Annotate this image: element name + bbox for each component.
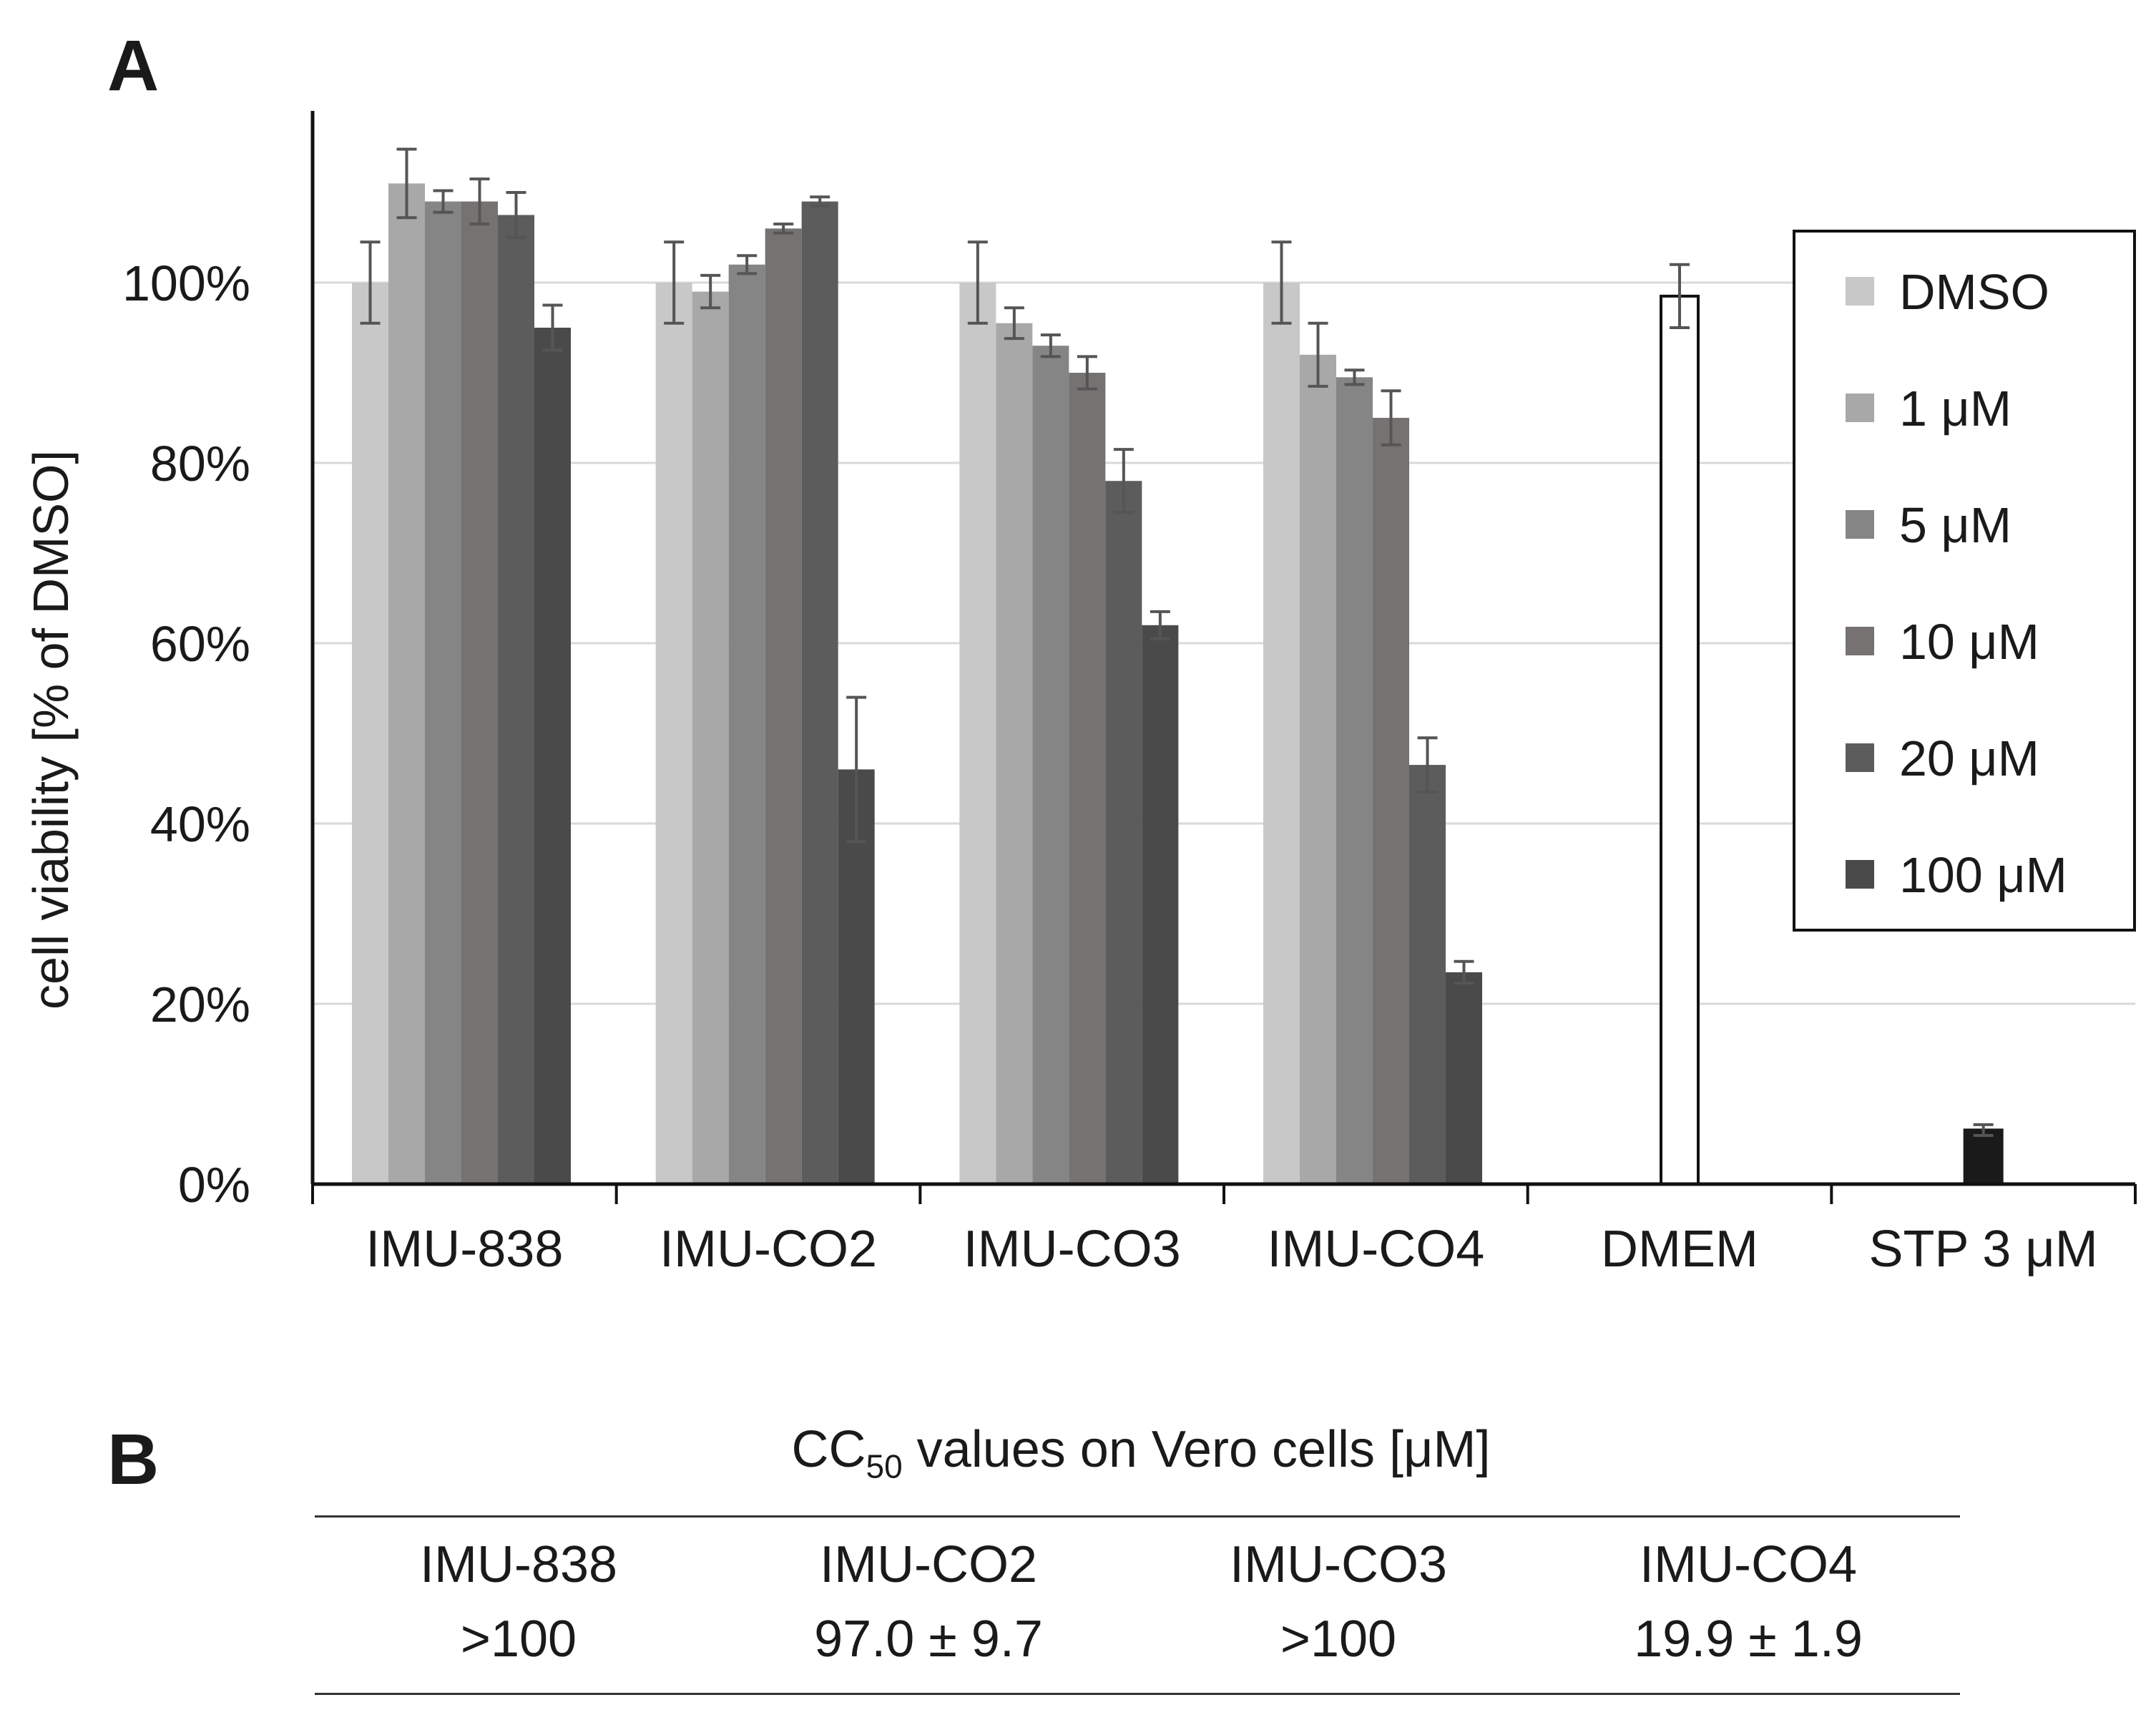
table-top-rule bbox=[315, 1515, 1960, 1518]
bar bbox=[959, 283, 996, 1184]
table-header: IMU-CO4 bbox=[1640, 1536, 1857, 1593]
y-tick-labels: 0% 20% 40% 60% 80% 100% bbox=[122, 255, 250, 1213]
legend-label: DMSO bbox=[1899, 264, 2049, 320]
legend-label: 10 μM bbox=[1899, 614, 2039, 670]
table-bottom-rule bbox=[315, 1693, 1960, 1695]
legend: DMSO 1 μM 5 μM 10 μM 20 μM 100 μM bbox=[1793, 230, 2136, 932]
bar bbox=[1300, 354, 1336, 1184]
bar bbox=[1142, 625, 1179, 1184]
table-value: 97.0 ± 9.7 bbox=[814, 1611, 1043, 1668]
legend-label: 1 μM bbox=[1899, 381, 2012, 436]
y-tick-label: 20% bbox=[150, 977, 250, 1032]
legend-label: 100 μM bbox=[1899, 847, 2067, 903]
legend-label: 5 μM bbox=[1899, 497, 2012, 553]
bar bbox=[534, 328, 571, 1184]
bar bbox=[1373, 418, 1409, 1184]
error-bars bbox=[360, 147, 1994, 1137]
table-column-imu-co4: IMU-CO4 19.9 ± 1.9 bbox=[1548, 1528, 1949, 1676]
bar bbox=[498, 215, 534, 1184]
bar bbox=[352, 283, 388, 1184]
bar bbox=[692, 291, 729, 1185]
viability-chart: 0% 20% 40% 60% 80% 100% IMU-838 IMU-CO2 IMU-CO3… bbox=[23, 111, 2137, 1278]
table-header: IMU-CO2 bbox=[820, 1536, 1037, 1593]
bars bbox=[352, 183, 2004, 1186]
table-value: >100 bbox=[1280, 1611, 1397, 1668]
table-header: IMU-838 bbox=[419, 1536, 618, 1593]
y-axis-label: cell viability [% of DMSO] bbox=[23, 450, 79, 1010]
control-bar bbox=[1660, 294, 1700, 1186]
y-tick-label: 100% bbox=[122, 255, 250, 311]
bar bbox=[655, 283, 692, 1184]
legend-swatch bbox=[1846, 743, 1874, 772]
bar bbox=[1069, 373, 1106, 1184]
panel-a-label: A bbox=[107, 26, 160, 106]
axes bbox=[310, 111, 2137, 1204]
x-tick-label: IMU-CO4 bbox=[1267, 1221, 1484, 1278]
table-value: 19.9 ± 1.9 bbox=[1634, 1611, 1863, 1668]
bar bbox=[1446, 972, 1482, 1184]
table-column-imu-co2: IMU-CO2 97.0 ± 9.7 bbox=[728, 1528, 1129, 1676]
legend-swatch bbox=[1846, 627, 1874, 655]
control-bar bbox=[1963, 1128, 2004, 1186]
table-title: CC50 values on Vero cells [μM] bbox=[322, 1420, 1960, 1485]
x-tick-labels: IMU-838 IMU-CO2 IMU-CO3 IMU-CO4 DMEM STP 3 μM bbox=[366, 1221, 2098, 1278]
legend-swatch bbox=[1846, 277, 1874, 306]
legend-swatch bbox=[1846, 510, 1874, 539]
panel-b-label: B bbox=[107, 1420, 160, 1500]
table-header: IMU-CO3 bbox=[1230, 1536, 1447, 1593]
bar bbox=[801, 201, 838, 1185]
bar bbox=[1032, 346, 1069, 1185]
y-tick-label: 40% bbox=[150, 796, 250, 852]
x-tick-label: IMU-838 bbox=[366, 1221, 563, 1278]
bar bbox=[765, 228, 802, 1184]
table-title-subscript: 50 bbox=[866, 1447, 903, 1485]
legend-box bbox=[1793, 230, 2136, 932]
x-tick-label: IMU-CO2 bbox=[660, 1221, 877, 1278]
y-tick-label: 60% bbox=[150, 616, 250, 672]
table-column-imu-co3: IMU-CO3 >100 bbox=[1138, 1528, 1539, 1676]
x-tick-label: DMEM bbox=[1601, 1221, 1758, 1278]
table-value: >100 bbox=[460, 1611, 577, 1668]
bar bbox=[1105, 481, 1142, 1184]
table-title-suffix: values on Vero cells [μM] bbox=[902, 1421, 1491, 1478]
bar bbox=[388, 183, 425, 1184]
table-column-imu-838: IMU-838 >100 bbox=[318, 1528, 719, 1676]
bar bbox=[728, 264, 765, 1184]
y-tick-label: 80% bbox=[150, 436, 250, 492]
bar bbox=[996, 323, 1033, 1185]
bar bbox=[1336, 377, 1373, 1184]
legend-label: 20 μM bbox=[1899, 730, 2039, 786]
bar bbox=[1409, 765, 1446, 1184]
y-tick-label: 0% bbox=[178, 1157, 250, 1213]
table-title-prefix: CC bbox=[791, 1421, 866, 1478]
bar bbox=[461, 201, 498, 1185]
legend-swatch bbox=[1846, 394, 1874, 422]
bar bbox=[1263, 283, 1300, 1184]
bar bbox=[425, 201, 461, 1185]
x-tick-label: IMU-CO3 bbox=[964, 1221, 1181, 1278]
x-tick-label: STP 3 μM bbox=[1869, 1221, 2098, 1278]
legend-swatch bbox=[1846, 860, 1874, 889]
